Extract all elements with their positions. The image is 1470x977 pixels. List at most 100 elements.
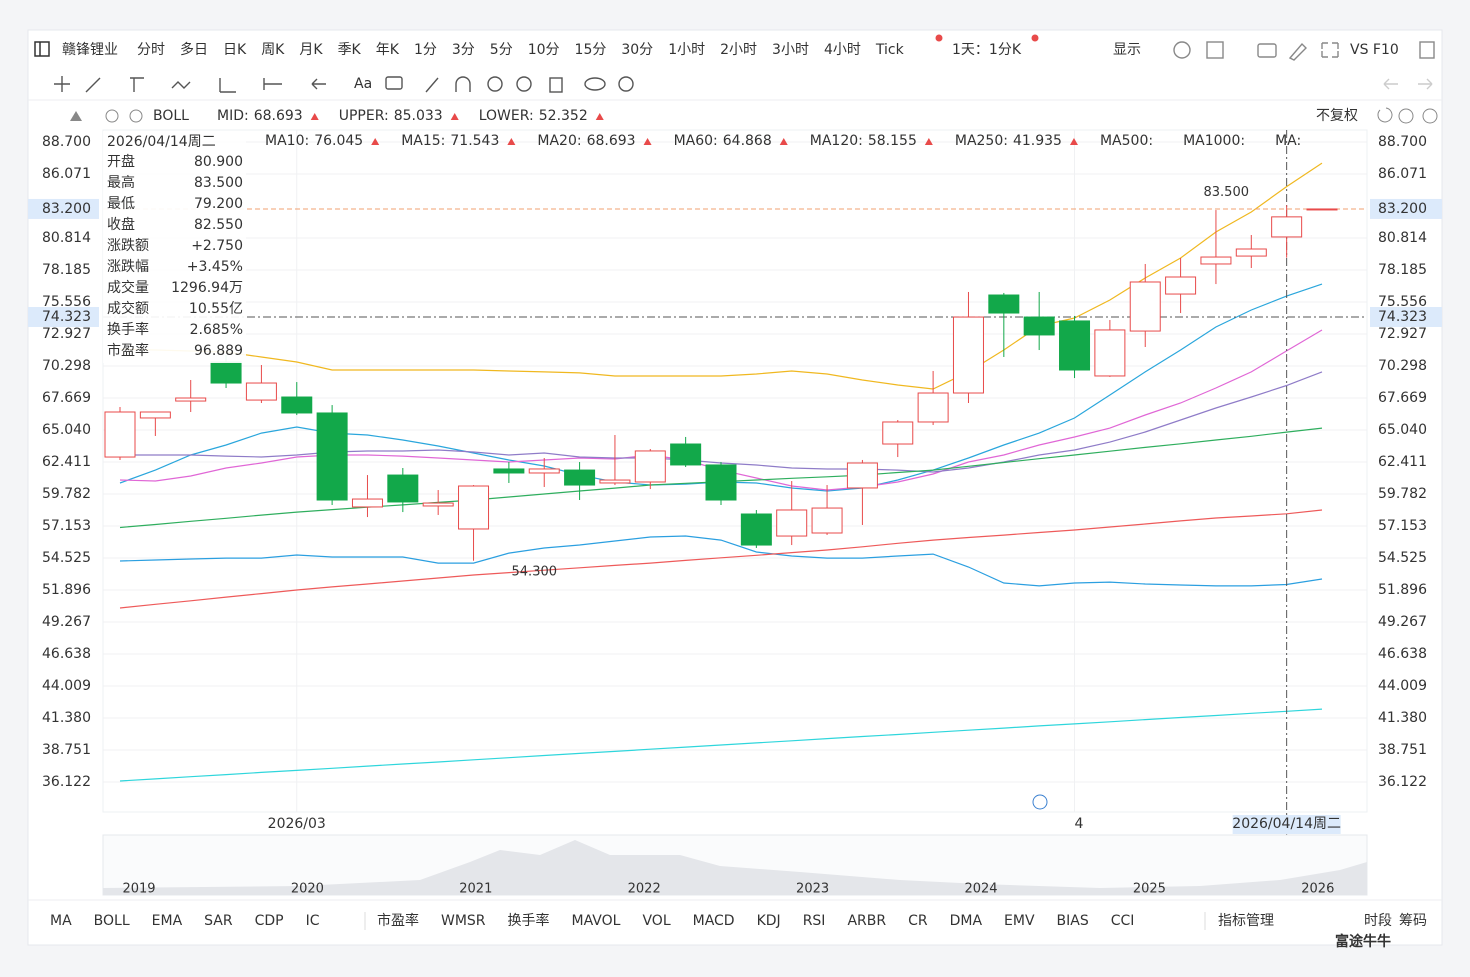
indicator-name[interactable]: BOLL <box>153 108 189 124</box>
indicator-tab[interactable]: IC <box>306 913 320 929</box>
low-label: 54.300 <box>512 564 558 579</box>
candle-body <box>952 316 984 394</box>
stock-name: 赣锋锂业 <box>62 42 118 58</box>
font-tool[interactable]: Aa <box>354 76 372 92</box>
collapse-icon[interactable] <box>70 111 82 121</box>
badge <box>935 34 943 42</box>
sub-indicator-tab[interactable]: KDJ <box>757 913 781 929</box>
period-tab[interactable]: 季K <box>338 42 362 58</box>
fullscreen-icon[interactable] <box>1321 42 1339 58</box>
zoom-out[interactable] <box>1398 108 1414 124</box>
period-tab[interactable]: 日K <box>223 42 247 58</box>
measure-tool[interactable] <box>263 78 282 90</box>
chips-tab[interactable]: 筹码 <box>1399 912 1427 929</box>
x-tick-label: 4 <box>1075 816 1084 832</box>
candle-body <box>670 443 702 466</box>
candle-body <box>104 411 136 458</box>
layout-icon[interactable] <box>1206 41 1224 59</box>
compare-button[interactable]: VS F10 <box>1350 42 1399 58</box>
hide-tool[interactable] <box>516 76 532 92</box>
candle-body <box>564 469 596 486</box>
sync-tool[interactable] <box>487 76 503 92</box>
sub-indicator-tab[interactable]: ARBR <box>847 913 886 929</box>
indicator-settings[interactable] <box>105 109 119 123</box>
axis-badge <box>28 198 99 219</box>
legend-inactive: MA1000: <box>1183 133 1245 149</box>
period-tab[interactable]: 多日 <box>180 41 208 58</box>
arrow-tool[interactable] <box>311 78 326 90</box>
sub-indicator-tab[interactable]: 换手率 <box>508 912 550 929</box>
sub-indicator-tab[interactable]: EMV <box>1004 913 1035 929</box>
period-tab[interactable]: 30分 <box>621 42 653 58</box>
session-tab[interactable]: 时段 <box>1364 913 1392 929</box>
note-tool[interactable] <box>385 76 403 90</box>
indicator-tab[interactable]: SAR <box>204 913 233 929</box>
date-badge <box>1232 815 1341 834</box>
adjust-select[interactable]: 不复权 <box>1316 107 1358 124</box>
sub-indicator-tab[interactable]: CCI <box>1111 913 1135 929</box>
candle-body <box>1165 276 1197 295</box>
sub-indicator-tab[interactable]: WMSR <box>441 913 486 929</box>
reset[interactable] <box>1377 107 1393 123</box>
indicator-close[interactable] <box>129 109 143 123</box>
period-tab[interactable]: 15分 <box>575 42 607 58</box>
boll-band <box>119 162 1323 390</box>
period-tab[interactable]: 1小时 <box>668 42 705 58</box>
sidebar-icon[interactable] <box>34 41 50 57</box>
sub-indicator-tab[interactable]: VOL <box>642 913 670 929</box>
pen-icon[interactable] <box>1288 42 1307 61</box>
period-tab[interactable]: Tick <box>875 42 905 58</box>
sub-indicator-tab[interactable]: DMA <box>950 913 983 929</box>
indicator-tab[interactable]: MA <box>50 913 72 929</box>
sub-indicator-tab[interactable]: BIAS <box>1057 913 1089 929</box>
period-tab[interactable]: 3小时 <box>772 42 809 58</box>
period-tab[interactable]: 周K <box>261 42 285 58</box>
sub-indicator-tab[interactable]: MAVOL <box>572 913 621 929</box>
brush-tool[interactable] <box>425 77 439 93</box>
undo-redo[interactable] <box>1383 78 1433 90</box>
settings-icon[interactable] <box>1173 41 1191 59</box>
display-menu[interactable]: 显示 <box>1113 42 1141 58</box>
event-marker[interactable] <box>1032 794 1048 810</box>
move-tool[interactable] <box>54 76 70 92</box>
y-tick-label-right: 70.298 <box>1378 358 1427 374</box>
sub-indicator-tab[interactable]: 市盈率 <box>377 912 419 929</box>
high-label: 83.500 <box>1204 185 1250 200</box>
trend-icon <box>310 113 319 120</box>
sub-indicator-tab[interactable]: CR <box>908 913 928 929</box>
camera-icon[interactable] <box>1257 43 1277 58</box>
y-tick-label: 46.638 <box>42 646 91 662</box>
period-tab[interactable]: 年K <box>376 42 400 58</box>
period-tab[interactable]: 月K <box>299 42 323 58</box>
ray-tool[interactable] <box>130 77 144 92</box>
line-tool[interactable] <box>85 77 101 93</box>
y-tick-label-right: 51.896 <box>1378 582 1427 598</box>
zoom-in[interactable] <box>1422 108 1438 124</box>
indicator-tab[interactable]: BOLL <box>94 913 130 929</box>
link-tool[interactable] <box>584 77 606 91</box>
period-tab[interactable]: 5分 <box>490 42 513 58</box>
sub-indicator-tab[interactable]: RSI <box>803 913 826 929</box>
delete-tool[interactable] <box>549 77 563 93</box>
indicator-tab[interactable]: CDP <box>255 913 284 929</box>
tool-settings[interactable] <box>618 76 634 92</box>
indicator-manage[interactable]: 指标管理 <box>1218 913 1274 929</box>
period-tab[interactable]: 2小时 <box>720 42 757 58</box>
y-tick-label-right: 57.153 <box>1378 518 1427 534</box>
magnet-tool[interactable] <box>455 76 471 92</box>
interval-select[interactable]: 1天：1分K <box>952 42 1022 58</box>
period-tab[interactable]: 分时 <box>137 42 165 58</box>
candle-body <box>281 396 313 414</box>
legend-inactive: MA500: <box>1100 133 1153 149</box>
panel-icon[interactable] <box>1419 41 1435 59</box>
fib-tool[interactable] <box>219 78 236 93</box>
period-tab[interactable]: 3分 <box>452 42 475 58</box>
sub-indicator-tab[interactable]: MACD <box>693 913 735 929</box>
period-tab[interactable]: 1分 <box>414 42 437 58</box>
legend-name: MA20: <box>537 133 581 149</box>
trend-icon <box>595 113 604 120</box>
period-tab[interactable]: 4小时 <box>824 42 861 58</box>
indicator-tab[interactable]: EMA <box>152 913 183 929</box>
period-tab[interactable]: 10分 <box>528 42 560 58</box>
wave-tool[interactable] <box>171 81 191 89</box>
